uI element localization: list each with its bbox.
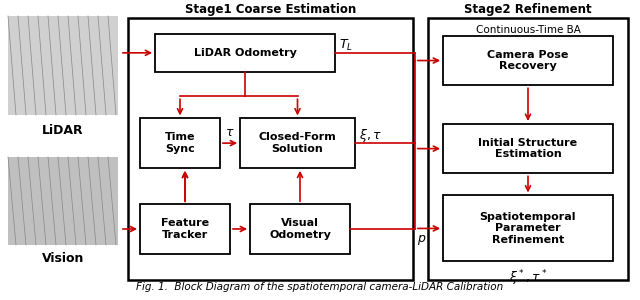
Bar xyxy=(250,204,350,254)
Text: Continuous-Time BA: Continuous-Time BA xyxy=(476,25,580,35)
Text: LiDAR Odometry: LiDAR Odometry xyxy=(193,48,296,58)
Bar xyxy=(8,157,118,245)
Text: $T_L$: $T_L$ xyxy=(339,38,353,53)
Text: Stage2 Refinement: Stage2 Refinement xyxy=(464,3,592,16)
Bar xyxy=(443,124,613,173)
Text: Feature
Tracker: Feature Tracker xyxy=(161,218,209,240)
Text: Stage1 Coarse Estimation: Stage1 Coarse Estimation xyxy=(185,3,356,16)
Text: Camera Pose
Recovery: Camera Pose Recovery xyxy=(487,50,569,71)
Bar xyxy=(443,36,613,85)
Text: $p$: $p$ xyxy=(417,233,426,248)
Bar xyxy=(240,118,355,168)
Text: $\xi,\tau$: $\xi,\tau$ xyxy=(359,127,382,144)
Text: LiDAR: LiDAR xyxy=(42,124,84,137)
Text: Visual
Odometry: Visual Odometry xyxy=(269,218,331,240)
Bar xyxy=(140,204,230,254)
Text: Initial Structure
Estimation: Initial Structure Estimation xyxy=(479,138,577,159)
Bar xyxy=(155,34,335,72)
Text: Closed-Form
Solution: Closed-Form Solution xyxy=(259,132,337,154)
Bar xyxy=(140,118,220,168)
Text: $\xi^*,\tau^*$: $\xi^*,\tau^*$ xyxy=(509,268,547,288)
Text: Fig. 1.  Block Diagram of the spatiotemporal camera-LiDAR Calibration: Fig. 1. Block Diagram of the spatiotempo… xyxy=(136,282,504,292)
Text: Time
Sync: Time Sync xyxy=(164,132,195,154)
Bar xyxy=(428,18,628,280)
Text: Spatiotemporal
Parameter
Refinement: Spatiotemporal Parameter Refinement xyxy=(480,212,576,245)
Bar xyxy=(8,16,118,115)
Text: Vision: Vision xyxy=(42,252,84,265)
Bar xyxy=(443,195,613,262)
Bar xyxy=(128,18,413,280)
Text: $\tau$: $\tau$ xyxy=(225,126,235,139)
